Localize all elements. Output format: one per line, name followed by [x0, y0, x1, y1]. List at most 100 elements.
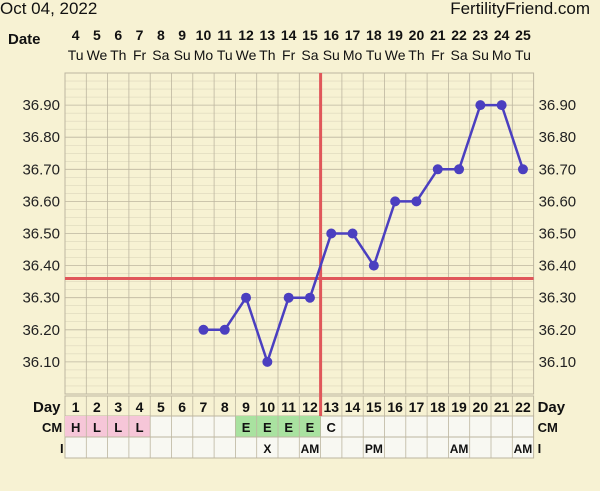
- cycle-day-label: 3: [114, 399, 122, 415]
- temperature-point: [326, 228, 337, 239]
- cm-value: H: [71, 420, 80, 435]
- date-label: 5: [93, 27, 101, 43]
- cycle-day-label: 8: [221, 399, 229, 415]
- y-tick-label-left: 36.60: [22, 193, 60, 210]
- date-label: 4: [72, 27, 80, 43]
- y-tick-label-left: 36.90: [22, 97, 60, 114]
- date-label: 25: [515, 27, 531, 43]
- cm-value: E: [284, 420, 293, 435]
- cm-row-label-left: CM: [42, 420, 62, 435]
- chart-date: Oct 04, 2022: [0, 0, 98, 18]
- y-tick-label-right: 36.40: [539, 258, 577, 275]
- y-tick-label-right: 36.10: [539, 354, 577, 371]
- cycle-day-label: 20: [473, 399, 489, 415]
- cycle-day-label: 15: [366, 399, 382, 415]
- temperature-point: [219, 324, 230, 335]
- i-value: PM: [365, 442, 383, 456]
- date-label: 24: [494, 27, 510, 43]
- temperature-point: [241, 292, 252, 303]
- cycle-day-label: 10: [260, 399, 276, 415]
- cm-value: C: [327, 420, 337, 435]
- weekday-label: Mo: [194, 47, 214, 63]
- date-label: 14: [281, 27, 297, 43]
- cm-value: L: [136, 420, 144, 435]
- y-tick-label-left: 36.30: [22, 290, 60, 307]
- weekday-label: We: [236, 47, 257, 63]
- weekday-label: Fr: [282, 47, 296, 63]
- weekday-label: Th: [110, 47, 126, 63]
- date-label: 6: [114, 27, 122, 43]
- temperature-point: [283, 292, 294, 303]
- cycle-day-label: 7: [200, 399, 208, 415]
- i-row-label-right: I: [538, 441, 542, 456]
- y-tick-label-left: 36.70: [22, 161, 60, 178]
- cycle-day-label: 14: [345, 399, 361, 415]
- temperature-point: [432, 164, 443, 175]
- date-label: 8: [157, 27, 165, 43]
- y-tick-label-right: 36.20: [539, 322, 577, 339]
- cm-cell-fill: [128, 416, 151, 437]
- weekday-label: Tu: [217, 47, 233, 63]
- y-tick-label-left: 36.50: [22, 226, 60, 243]
- temperature-point: [262, 356, 273, 367]
- y-tick-label-left: 36.40: [22, 258, 60, 275]
- cm-value: E: [263, 420, 272, 435]
- cycle-day-label: 1: [72, 399, 80, 415]
- date-label: 19: [387, 27, 403, 43]
- i-value: AM: [514, 442, 533, 456]
- cm-value: L: [114, 420, 122, 435]
- weekday-label: Mo: [492, 47, 512, 63]
- date-label: 13: [260, 27, 276, 43]
- y-tick-label-right: 36.30: [539, 290, 577, 307]
- cycle-day-label: 5: [157, 399, 165, 415]
- temperature-point: [517, 164, 528, 175]
- y-tick-label-left: 36.10: [22, 354, 60, 371]
- weekday-label: Su: [323, 47, 340, 63]
- weekday-label: Su: [174, 47, 191, 63]
- date-label: 10: [196, 27, 212, 43]
- cycle-day-label: 22: [515, 399, 531, 415]
- i-row-label-left: I: [60, 441, 64, 456]
- cycle-day-label: 16: [387, 399, 403, 415]
- temperature-point: [368, 260, 379, 271]
- date-label: 22: [451, 27, 467, 43]
- y-tick-label-right: 36.70: [539, 161, 577, 178]
- weekday-label: Mo: [343, 47, 363, 63]
- cm-value: L: [93, 420, 101, 435]
- temperature-point: [411, 196, 422, 207]
- cm-cell-fill: [107, 416, 129, 437]
- date-label: 20: [409, 27, 425, 43]
- cm-cell-fill: [299, 416, 321, 437]
- y-tick-label-right: 36.90: [539, 97, 577, 114]
- cm-cell-fill: [256, 416, 278, 437]
- cycle-day-label: 9: [242, 399, 250, 415]
- y-tick-label-right: 36.60: [539, 193, 577, 210]
- weekday-label: We: [87, 47, 108, 63]
- date-label: 7: [136, 27, 144, 43]
- cycle-day-label: 19: [451, 399, 467, 415]
- weekday-label: Tu: [68, 47, 84, 63]
- cycle-day-label: 2: [93, 399, 101, 415]
- date-label: 17: [345, 27, 361, 43]
- weekday-label: Sa: [450, 47, 467, 63]
- weekday-label: Sa: [301, 47, 318, 63]
- date-label: 16: [323, 27, 339, 43]
- temperature-line: [203, 103, 525, 364]
- cycle-day-label: 18: [430, 399, 446, 415]
- cycle-day-label: 4: [136, 399, 144, 415]
- temperature-point: [198, 324, 209, 335]
- i-value: AM: [450, 442, 469, 456]
- temperature-point: [390, 196, 401, 207]
- cm-cell-fill: [235, 416, 257, 437]
- cycle-day-label: 6: [178, 399, 186, 415]
- weekday-label: Fr: [133, 47, 147, 63]
- y-tick-label-left: 36.80: [22, 129, 60, 146]
- date-label: 11: [217, 27, 232, 43]
- cycle-day-label: 13: [323, 399, 339, 415]
- weekday-label: Th: [408, 47, 424, 63]
- cm-value: E: [242, 420, 251, 435]
- temperature-point: [454, 164, 465, 175]
- date-label: 9: [178, 27, 186, 43]
- cm-cell-fill: [278, 416, 300, 437]
